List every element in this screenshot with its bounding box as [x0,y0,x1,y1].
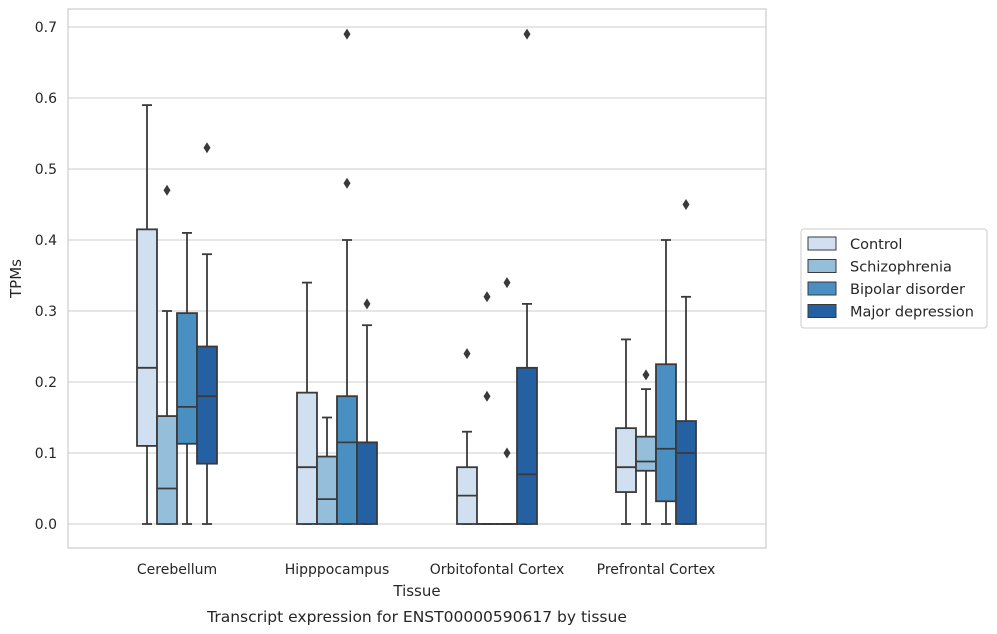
box [176,231,198,525]
outlier-point [503,447,511,459]
box-body [196,345,218,465]
box-series [136,28,697,525]
y-tick-label: 0.7 [35,20,57,36]
box [655,239,677,525]
x-tick-label: Cerebellum [137,562,217,578]
box-body [356,441,378,525]
outlier-point [363,298,371,310]
y-axis-title: TPMs [7,259,25,299]
box-body [655,363,677,503]
x-tick-label: Hipppocampus [285,562,390,578]
outlier-point [503,277,511,289]
y-tick-label: 0.0 [35,517,57,533]
legend-label: Control [850,237,902,253]
box-body [136,228,158,447]
box-body [635,435,657,472]
legend-label: Bipolar disorder [850,282,965,298]
box-body [296,391,318,525]
outlier-point [682,199,690,210]
y-tick-label: 0.2 [35,375,57,391]
outlier-point [483,390,491,402]
x-tick-label: Orbitofontal Cortex [430,562,565,578]
legend-frame [800,228,988,329]
series-schizophrenia [156,184,657,525]
box [456,348,478,525]
box [496,277,518,525]
box-body [615,427,637,493]
y-tick-label: 0.1 [35,446,57,462]
legend-label: Major depression [850,305,974,321]
y-tick-labels: 0.0 0.1 0.2 0.3 0.4 0.5 0.6 0.7 [35,20,57,533]
y-tick-label: 0.4 [35,233,57,249]
outlier-point [642,369,650,381]
legend: Control Schizophrenia Bipolar disorder Majo… [800,228,988,329]
y-tick-label: 0.6 [35,91,57,107]
plot-frame [67,8,767,549]
chart-caption: Transcript expression for ENST0000059061… [206,608,627,626]
box [675,199,697,525]
x-tick-label: Prefrontal Cortex [597,562,716,578]
box [336,28,358,525]
outlier-point [343,28,351,40]
y-tick-label: 0.3 [35,304,57,320]
box-body [156,415,178,525]
outlier-point [163,184,171,196]
outlier-point [463,348,471,360]
box [136,104,158,525]
outlier-point [203,142,211,154]
legend-label: Schizophrenia [850,260,952,276]
box [196,142,218,525]
outlier-point [523,28,531,40]
outlier-point [343,177,351,189]
box [156,184,178,525]
box [296,281,318,525]
legend-swatch [807,304,837,318]
box [635,369,657,525]
box-body [316,455,338,525]
box-body [336,395,358,525]
box-body [176,312,198,445]
box [316,416,338,525]
box-body [675,420,697,525]
box [615,338,637,525]
box-body [516,366,538,525]
box [476,291,498,525]
legend-swatch [807,281,837,296]
series-bipolar-disorder [176,28,677,525]
legend-swatch [807,259,837,273]
box [356,298,378,525]
x-axis-title: Tissue [392,582,440,600]
outlier-point [483,291,491,303]
legend-swatch [807,236,837,251]
y-tick-label: 0.5 [35,162,57,178]
x-tick-labels: Cerebellum Hipppocampus Orbitofontal Corte… [137,562,715,578]
box [516,28,538,525]
series-major-depression [196,28,697,525]
